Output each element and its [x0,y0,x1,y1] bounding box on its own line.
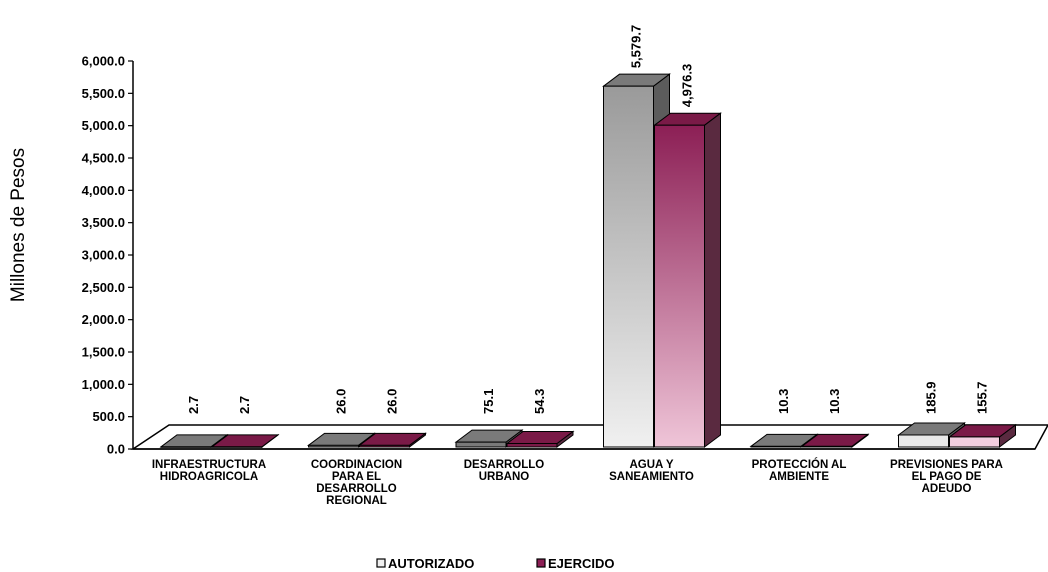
y-tick-label: 0.0 [107,442,125,457]
bar-front-face [654,124,705,448]
category-label: DESARROLLO [316,483,397,495]
category-label: COORDINACION [311,459,402,471]
category-label: SANEAMIENTO [609,471,694,483]
bar-front-face [949,436,1000,448]
y-tick-label: 4,500.0 [82,151,125,166]
bars [159,73,1017,448]
bar-ejercido [948,423,1017,448]
y-tick-label: 4,000.0 [82,183,125,198]
legend-label: AUTORIZADO [388,556,474,571]
data-label: 10.3 [827,389,842,414]
data-labels: 2.7 2.7 26.0 26.0 75.1 54.3 5,579.7 4,976.3 10.3… [186,25,990,414]
bar-front-face [160,446,212,448]
data-label: 5,579.7 [629,25,644,68]
category-label: ADEUDO [922,483,972,495]
data-label: 54.3 [532,389,547,414]
y-axis-ticks: 0.0 500.0 1,000.0 1,500.0 2,000.0 2,500.0 3,00… [82,54,133,457]
category-label: AMBIENTE [769,471,829,483]
y-tick-label: 5,500.0 [82,86,125,101]
bar-front-face [506,442,558,448]
data-label: 26.0 [385,389,400,414]
y-tick-label: 2,500.0 [82,280,125,295]
bar-front-face [455,441,507,448]
category-label: INFRAESTRUCTURA [152,459,266,471]
bar-ejercido [210,433,280,448]
legend: AUTORIZADO EJERCIDO [376,556,614,571]
category-label: PARA EL [332,471,381,483]
data-label: 155.7 [975,381,990,414]
y-tick-label: 500.0 [92,409,125,424]
bar-front-face [603,85,654,448]
bar-front-face [308,444,359,448]
y-tick-label: 6,000.0 [82,54,125,69]
legend-swatch [536,558,546,568]
category-label: URBANO [479,471,530,483]
y-tick-label: 1,500.0 [82,345,125,360]
bar-ejercido [358,432,427,448]
category-label: AGUA Y [629,459,673,471]
bar-front-face [359,444,410,448]
legend-swatch [376,558,386,568]
data-label: 75.1 [481,389,496,414]
category-label: PREVISIONES PARA [890,459,1003,471]
category-label: EL PAGO DE [912,471,982,483]
y-tick-label: 2,000.0 [82,312,125,327]
y-tick-label: 5,000.0 [82,118,125,133]
bar-front-face [211,446,263,448]
data-label: 2.7 [186,396,201,414]
data-label: 26.0 [334,389,349,414]
y-axis-label: Millones de Pesos [8,148,29,302]
y-tick-label: 3,000.0 [82,248,125,263]
data-label: 2.7 [237,396,252,414]
bar-ejercido [800,433,870,448]
y-tick-label: 3,500.0 [82,215,125,230]
legend-label: EJERCIDO [548,556,614,571]
category-label: REGIONAL [326,495,387,507]
bar-ejercido [505,430,575,448]
bar-ejercido [653,112,722,448]
axes [130,61,1048,450]
data-label: 10.3 [776,389,791,414]
category-label: PROTECCIÓN AL [752,458,847,471]
bar-front-face [750,445,802,448]
data-label: 4,976.3 [680,64,695,107]
bar-front-face [801,445,853,448]
bar-side-face [704,112,721,448]
data-label: 185.9 [924,381,939,414]
bar-front-face [898,434,949,448]
category-label: HIDROAGRICOLA [160,471,258,483]
y-tick-label: 1,000.0 [82,377,125,392]
category-label: DESARROLLO [464,459,545,471]
